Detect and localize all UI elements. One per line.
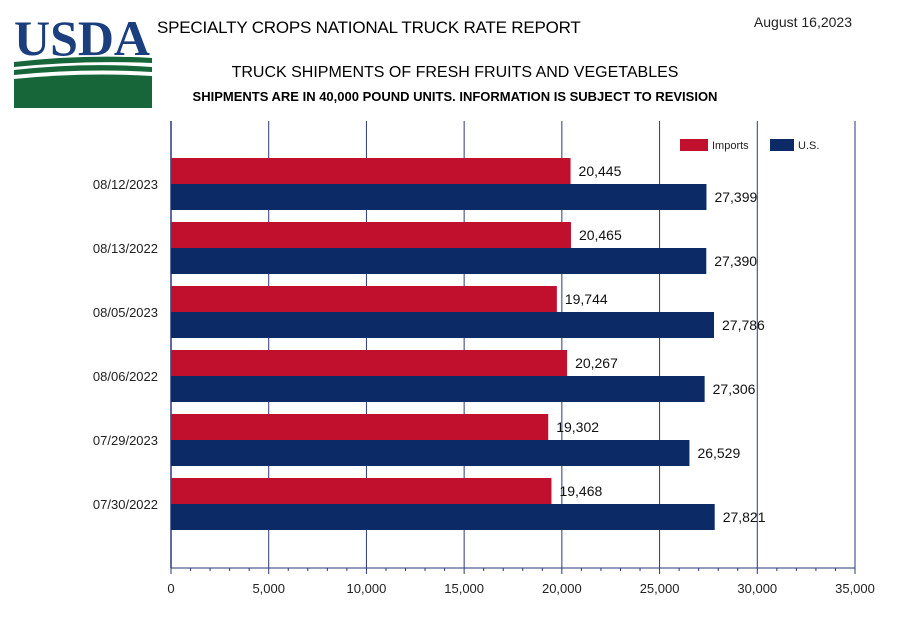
bar-imports [171,350,568,376]
x-tick-label: 25,000 [640,581,680,596]
bar-us [171,440,690,466]
legend-label-us: U.S. [798,140,819,152]
bar-imports [171,414,549,440]
x-tick-label: 10,000 [347,581,387,596]
usda-logo: USDA [14,10,152,108]
legend-label-imports: Imports [712,140,749,152]
x-tick-label: 30,000 [737,581,777,596]
category-label: 08/12/2023 [93,177,158,192]
x-tick-label: 20,000 [542,581,582,596]
category-label: 07/30/2022 [93,497,158,512]
bar-imports [171,478,552,504]
category-label: 08/06/2022 [93,369,158,384]
report-title: SPECIALTY CROPS NATIONAL TRUCK RATE REPO… [157,18,581,37]
bar-imports [171,286,557,312]
legend-swatch-imports [680,139,708,151]
chart-title: TRUCK SHIPMENTS OF FRESH FRUITS AND VEGE… [231,64,679,81]
x-tick-label: 35,000 [835,581,875,596]
data-label: 19,302 [556,419,599,435]
data-label: 20,267 [575,355,618,371]
data-label: 27,399 [714,189,757,205]
data-label: 19,468 [559,483,602,499]
bar-us [171,376,705,402]
data-label: 27,821 [723,509,766,525]
bar-us [171,312,715,338]
data-label: 27,306 [713,381,756,397]
data-label: 20,445 [579,163,622,179]
chart-subtitle: SHIPMENTS ARE IN 40,000 POUND UNITS. INF… [192,89,718,104]
data-label: 19,744 [565,291,608,307]
category-label: 08/05/2023 [93,305,158,320]
legend-swatch-us [770,139,794,151]
data-label: 20,465 [579,227,622,243]
bar-us [171,504,715,530]
report-date: August 16,2023 [753,14,852,30]
data-label: 27,390 [714,253,757,269]
x-tick-label: 15,000 [444,581,484,596]
category-label: 08/13/2022 [93,241,158,256]
bar-imports [171,222,571,248]
bar-us [171,248,707,274]
x-tick-label: 5,000 [252,581,285,596]
data-label: 26,529 [697,445,740,461]
data-label: 27,786 [722,317,765,333]
category-label: 07/29/2023 [93,433,158,448]
x-tick-label: 0 [167,581,174,596]
bar-us [171,184,707,210]
bar-imports [171,158,571,184]
usda-logo-text: USDA [14,10,150,66]
